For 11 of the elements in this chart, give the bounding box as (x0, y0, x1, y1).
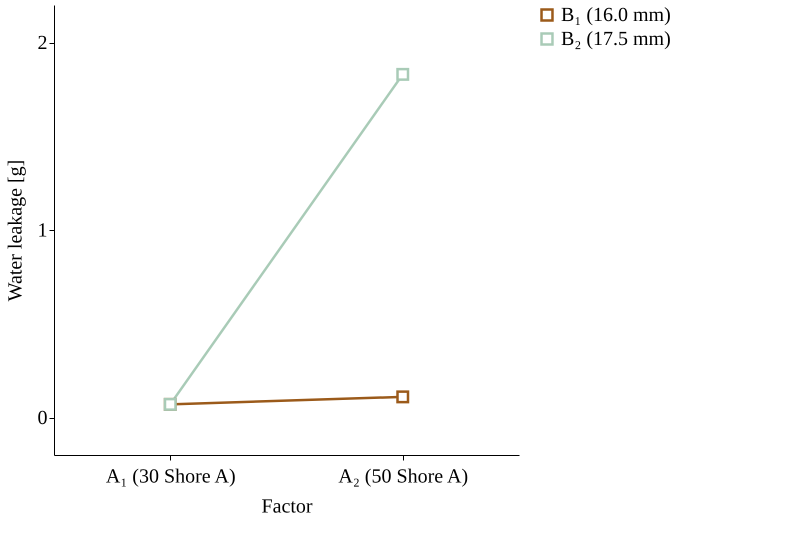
y-tick-label: 1 (38, 220, 48, 242)
point (396, 390, 410, 404)
x-tick-label: A₁ (30 Shore A) (106, 466, 236, 488)
point (396, 68, 410, 81)
y-tick-label: 2 (38, 32, 48, 54)
x-tick-label: A₂ (50 Shore A) (338, 466, 468, 488)
legend-label: B₁ (16.0 mm) (561, 4, 671, 26)
y-tick-label: 0 (38, 407, 48, 429)
legend-label: B₂ (17.5 mm) (561, 28, 671, 50)
y-axis-title: Water leakage [g] (4, 160, 26, 302)
x-axis-title: Factor (261, 496, 313, 518)
